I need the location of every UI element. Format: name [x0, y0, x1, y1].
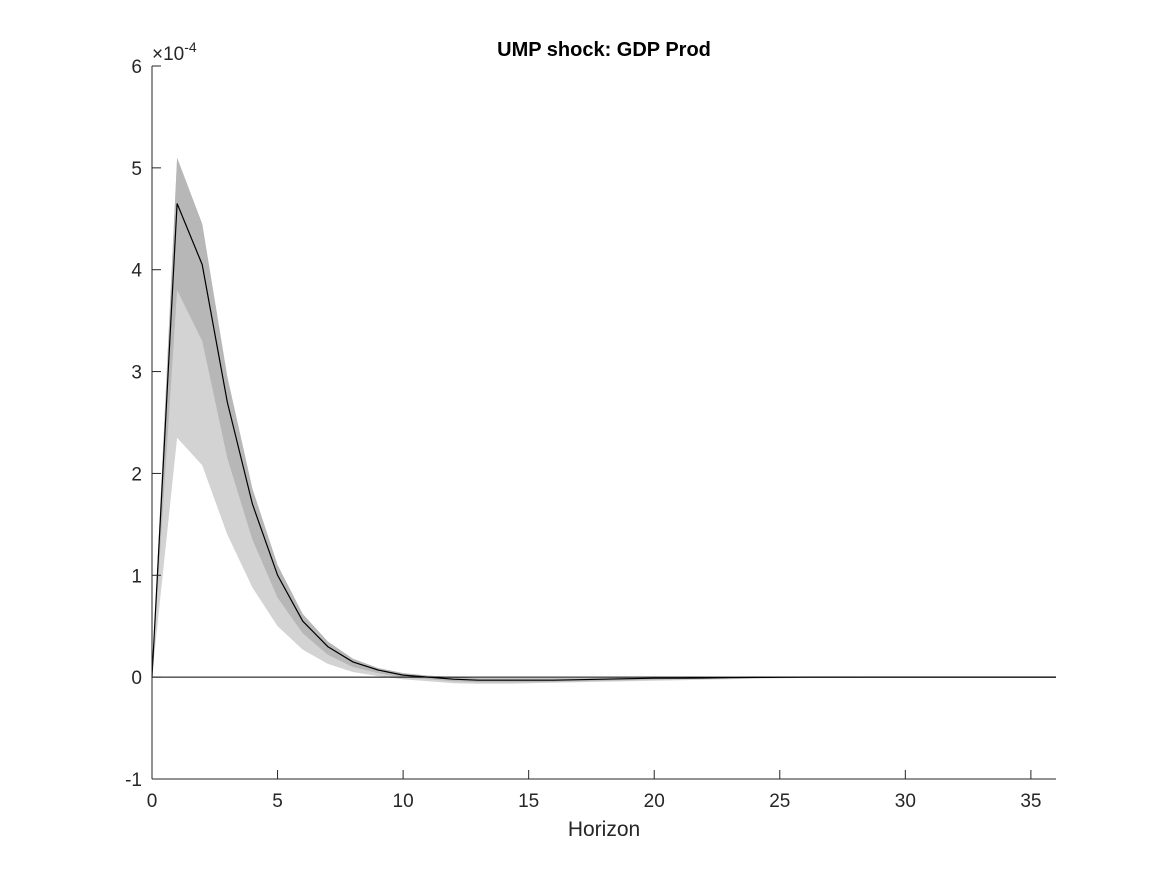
- x-tick-label: 20: [644, 791, 665, 812]
- y-axis-exponent: ×10-4: [152, 39, 197, 65]
- y-axis-exponent-power: -4: [184, 39, 197, 55]
- x-tick-label: 5: [272, 791, 283, 812]
- y-tick-label: 2: [131, 464, 142, 485]
- y-tick-label: -1: [125, 770, 142, 791]
- x-axis-label: Horizon: [568, 818, 640, 841]
- median-response-line: [151, 203, 1056, 681]
- y-tick-label: 1: [131, 566, 142, 587]
- y-tick-label: 5: [131, 159, 142, 180]
- x-tick-label: 15: [518, 791, 539, 812]
- x-tick-label: 35: [1020, 791, 1041, 812]
- y-tick-label: 3: [131, 363, 142, 384]
- axes: [151, 66, 1056, 780]
- x-axis-ticks: 0 5 10 15 20 25 30 35: [147, 770, 1041, 812]
- chart-title: UMP shock: GDP Prod: [497, 39, 711, 61]
- x-tick-label: 25: [769, 791, 790, 812]
- y-tick-label: 0: [131, 668, 142, 689]
- y-tick-label: 6: [131, 57, 142, 78]
- inner-confidence-band: [152, 157, 1056, 683]
- median-line-group: [151, 203, 1056, 681]
- y-axis-ticks: -1 0 1 2 3 4 5 6: [125, 57, 161, 791]
- y-axis-exponent-base: ×10: [152, 44, 184, 65]
- x-tick-label: 10: [393, 791, 414, 812]
- y-tick-label: 4: [131, 261, 142, 282]
- x-tick-label: 30: [895, 791, 916, 812]
- confidence-bands: [152, 157, 1056, 684]
- x-tick-label: 0: [147, 791, 158, 812]
